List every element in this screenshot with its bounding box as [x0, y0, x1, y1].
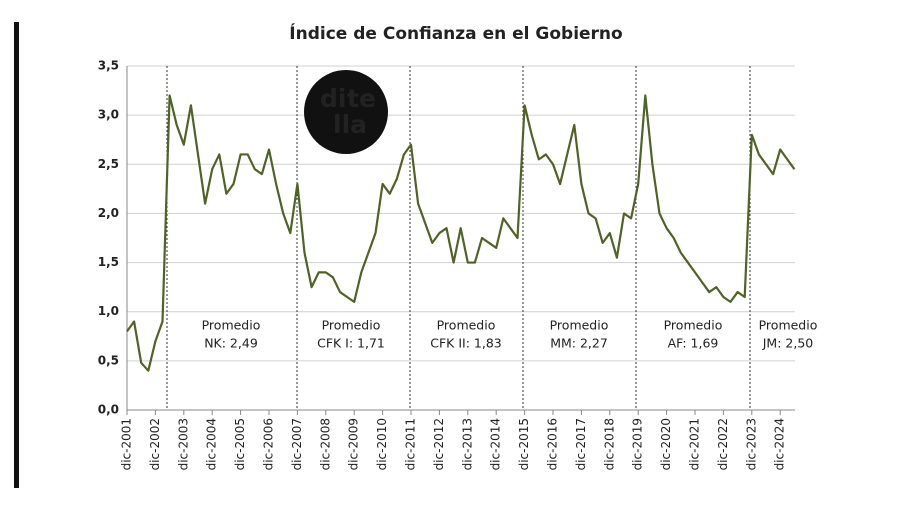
x-tick-label: dic-2004: [205, 418, 219, 470]
x-tick-label: dic-2007: [290, 418, 304, 470]
annotation: MM: 2,27: [550, 336, 608, 351]
annotation: Promedio: [437, 318, 496, 333]
x-tick-label: dic-2019: [631, 418, 645, 470]
y-tick-label: 1,5: [98, 255, 119, 269]
annotation: CFK I: 1,71: [317, 336, 385, 351]
x-tick-label: dic-2023: [744, 418, 758, 470]
logo-text: te: [347, 84, 376, 113]
annotation: CFK II: 1,83: [430, 336, 501, 351]
annotation: Promedio: [759, 318, 818, 333]
annotation: AF: 1,69: [668, 336, 719, 351]
side-bar: [14, 22, 19, 488]
x-tick-label: dic-2017: [574, 418, 588, 470]
annotation: Promedio: [202, 318, 261, 333]
y-tick-label: 0,0: [98, 403, 119, 417]
annotation: Promedio: [664, 318, 723, 333]
y-tick-label: 2,5: [98, 157, 119, 171]
x-tick-label: dic-2011: [404, 418, 418, 470]
y-tick-label: 3,0: [98, 108, 119, 122]
x-tick-label: dic-2003: [176, 418, 190, 470]
logo-text: di: [320, 84, 346, 113]
x-tick-label: dic-2021: [688, 418, 702, 470]
x-tick-label: dic-2015: [517, 418, 531, 470]
x-tick-label: dic-2006: [262, 418, 276, 470]
x-tick-label: dic-2016: [546, 418, 560, 470]
logo-circle: [304, 70, 388, 154]
x-tick-label: dic-2002: [148, 418, 162, 470]
annotation: JM: 2,50: [762, 336, 814, 351]
y-tick-label: 1,0: [98, 304, 119, 318]
y-tick-label: 3,5: [98, 59, 119, 73]
x-tick-label: dic-2022: [716, 418, 730, 470]
y-tick-label: 2,0: [98, 206, 119, 220]
x-tick-label: dic-2009: [347, 418, 361, 470]
data-line: [126, 94, 796, 372]
annotation: Promedio: [550, 318, 609, 333]
logo-text: lla: [333, 110, 367, 139]
x-tick-label: dic-2013: [460, 418, 474, 470]
chart-title: Índice de Confianza en el Gobierno: [289, 22, 622, 44]
x-tick-label: dic-2001: [120, 418, 134, 470]
x-tick-label: dic-2012: [432, 418, 446, 470]
x-tick-label: dic-2014: [489, 418, 503, 470]
x-tick-label: dic-2008: [318, 418, 332, 470]
x-tick-label: dic-2005: [233, 418, 247, 470]
annotation: NK: 2,49: [204, 336, 258, 351]
y-tick-label: 0,5: [98, 353, 119, 367]
x-tick-label: dic-2024: [773, 418, 787, 470]
x-tick-label: dic-2020: [659, 418, 673, 470]
annotation: Promedio: [322, 318, 381, 333]
x-tick-label: dic-2010: [375, 418, 389, 470]
x-tick-label: dic-2018: [602, 418, 616, 470]
